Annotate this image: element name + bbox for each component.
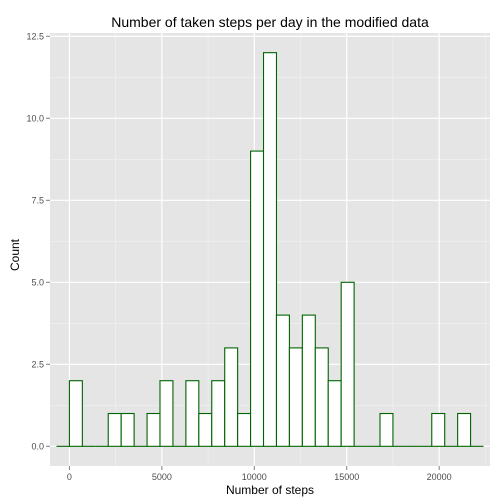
x-axis-ticks: 0 5000 10000 15000 20000 [67, 466, 452, 482]
y-axis-ticks: 0.0 2.5 5.0 7.5 10.0 12.5 [26, 31, 50, 451]
histogram-bar [237, 412, 252, 447]
histogram-bar [198, 412, 213, 447]
histogram-bar [185, 380, 200, 447]
x-tick-label: 0 [67, 472, 72, 482]
chart-title: Number of taken steps per day in the mod… [111, 14, 429, 30]
x-tick-label: 15000 [334, 472, 359, 482]
histogram-bar [68, 380, 83, 447]
histogram-bar [275, 314, 290, 447]
histogram-bar [314, 347, 329, 447]
histogram-bar [327, 380, 342, 447]
histogram-bar [159, 380, 174, 447]
y-tick-label: 0.0 [31, 441, 44, 451]
histogram-bar [224, 347, 239, 447]
x-axis-title: Number of steps [226, 483, 314, 497]
histogram-bar [340, 281, 355, 447]
histogram-bar [288, 347, 303, 447]
histogram-bar [431, 412, 446, 447]
histogram-bar [107, 412, 122, 447]
x-tick-label: 10000 [242, 472, 267, 482]
histogram-bar [211, 380, 226, 447]
y-tick-label: 7.5 [31, 195, 44, 205]
histogram-bar [262, 52, 278, 447]
histogram-bar [301, 314, 316, 447]
y-tick-label: 12.5 [26, 31, 44, 41]
y-axis-title: Count [8, 238, 22, 271]
x-tick-label: 5000 [152, 472, 172, 482]
y-tick-label: 5.0 [31, 277, 44, 287]
histogram-bar [379, 412, 394, 447]
y-tick-label: 2.5 [31, 359, 44, 369]
histogram-bar [120, 412, 135, 447]
x-tick-label: 20000 [427, 472, 452, 482]
histogram-bar [250, 150, 265, 447]
y-tick-label: 10.0 [26, 113, 44, 123]
histogram-bars [56, 52, 484, 447]
histogram-bar [457, 412, 472, 447]
histogram-bar [146, 412, 161, 447]
